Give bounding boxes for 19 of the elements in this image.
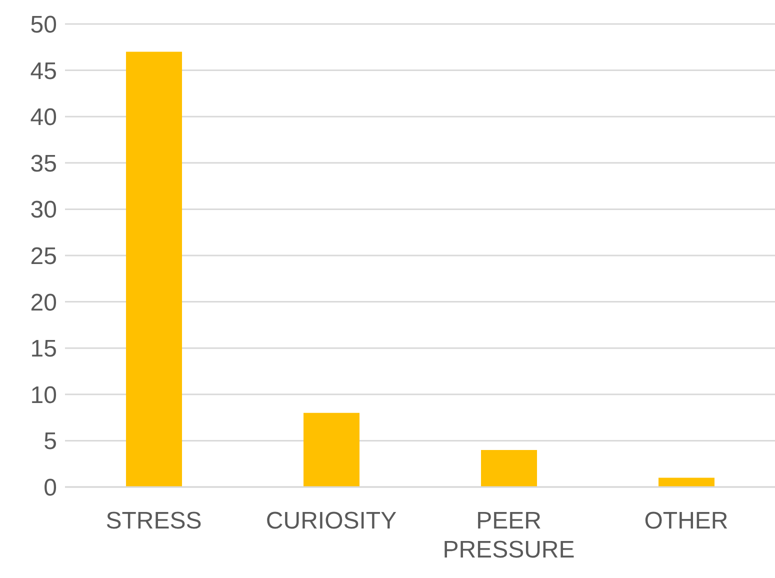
y-tick-label: 15	[30, 336, 57, 363]
y-tick-label: 25	[30, 243, 57, 270]
y-tick-label: 50	[30, 12, 57, 39]
y-tick-label: 5	[44, 428, 57, 456]
x-tick-label: STRESS	[106, 508, 202, 535]
bar	[481, 450, 537, 487]
y-tick-label: 20	[30, 289, 57, 316]
y-tick-label: 30	[30, 196, 57, 224]
bar	[126, 52, 182, 487]
x-tick-label: CURIOSITY	[266, 508, 397, 535]
y-tick-label: 0	[44, 474, 57, 502]
x-tick-label: PEER PRESSURE	[442, 508, 575, 564]
bar	[658, 478, 714, 487]
y-tick-label: 40	[30, 104, 57, 132]
y-tick-label: 10	[30, 382, 57, 409]
y-tick-label: 45	[30, 58, 57, 85]
y-tick-label: 35	[30, 150, 57, 178]
x-tick-label: OTHER	[644, 508, 728, 535]
bar	[304, 412, 360, 487]
